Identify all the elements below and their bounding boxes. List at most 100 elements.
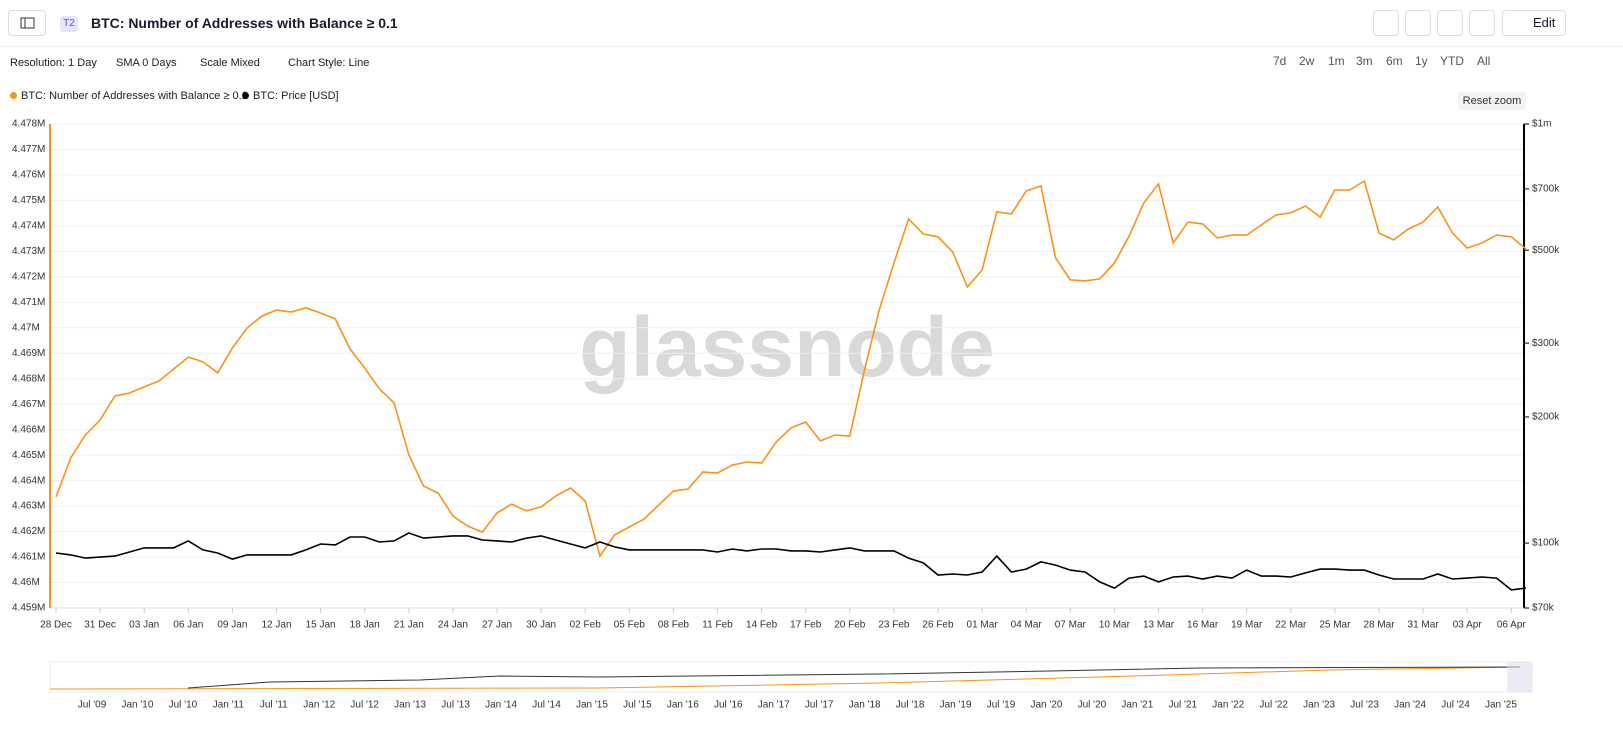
series-line — [55, 179, 1527, 558]
dropdown[interactable]: Chart Style: Line — [288, 57, 370, 69]
navigator-label: Jul '13 — [441, 700, 470, 711]
range-button[interactable]: 7d — [1273, 54, 1287, 68]
range-button[interactable]: 6m — [1386, 54, 1403, 68]
y2-tick-label: $200k — [1532, 412, 1560, 423]
y-tick-label: 4.465M — [12, 450, 45, 461]
x-tick-label: 26 Feb — [922, 620, 954, 631]
y2-tick-label: $70k — [1532, 603, 1555, 614]
y-tick-label: 4.466M — [12, 424, 45, 435]
navigator-label: Jul '10 — [169, 700, 198, 711]
share-button[interactable] — [1437, 10, 1463, 36]
y-tick-label: 4.459M — [12, 603, 45, 614]
y-tick-label: 4.462M — [12, 526, 45, 537]
navigator-label: Jan '19 — [940, 700, 972, 711]
navigator-label: Jan '21 — [1121, 700, 1153, 711]
y-tick-label: 4.468M — [12, 373, 45, 384]
divider — [0, 46, 1623, 47]
x-tick-label: 24 Jan — [438, 620, 468, 631]
dropdown[interactable]: Resolution: 1 Day — [10, 57, 97, 69]
navigator-label: Jul '21 — [1169, 700, 1198, 711]
navigator-label: Jan '17 — [758, 700, 790, 711]
x-tick-label: 10 Mar — [1099, 620, 1131, 631]
legend-dot — [10, 92, 17, 99]
navigator-label: Jul '17 — [805, 700, 834, 711]
range-button[interactable]: 2w — [1299, 54, 1315, 68]
navigator-handle[interactable] — [1507, 662, 1532, 692]
x-tick-label: 03 Apr — [1453, 620, 1483, 631]
x-tick-label: 09 Jan — [217, 620, 247, 631]
x-tick-label: 31 Dec — [84, 620, 116, 631]
x-tick-label: 05 Feb — [614, 620, 646, 631]
x-tick-label: 13 Mar — [1143, 620, 1175, 631]
y-tick-label: 4.475M — [12, 195, 45, 206]
x-tick-label: 03 Jan — [129, 620, 159, 631]
legend-item[interactable]: BTC: Price [USD] — [242, 90, 339, 102]
navigator-label: Jul '15 — [623, 700, 652, 711]
range-button[interactable]: YTD — [1440, 54, 1464, 68]
y-tick-label: 4.47M — [12, 322, 40, 333]
x-tick-label: 16 Mar — [1187, 620, 1219, 631]
range-button[interactable]: 1y — [1415, 54, 1428, 68]
range-button[interactable]: All — [1477, 54, 1491, 68]
navigator-label: Jan '11 — [213, 700, 245, 711]
x-tick-label: 12 Jan — [261, 620, 291, 631]
reset-zoom[interactable]: Reset zoom — [1458, 92, 1526, 110]
x-tick-label: 02 Feb — [570, 620, 602, 631]
series-line — [55, 532, 1527, 591]
x-tick-label: 08 Feb — [658, 620, 690, 631]
navigator-line — [187, 666, 1521, 689]
y-tick-label: 4.473M — [12, 246, 45, 257]
icon — [20, 17, 35, 29]
navigator-label: Jul '18 — [896, 700, 925, 711]
navigator-label: Jan '24 — [1394, 700, 1426, 711]
range-button[interactable]: 3m — [1356, 54, 1373, 68]
y-tick-label: 4.471M — [12, 297, 45, 308]
navigator-label: Jan '16 — [667, 700, 699, 711]
navigator-label: Jul '23 — [1350, 700, 1379, 711]
y2-tick-label: $1m — [1532, 119, 1551, 130]
navigator-label: Jan '18 — [849, 700, 881, 711]
edit-button[interactable]: Edit — [1502, 10, 1566, 36]
legend-label: BTC: Price [USD] — [253, 90, 339, 102]
x-tick-label: 06 Apr — [1497, 620, 1527, 631]
x-tick-label: 04 Mar — [1011, 620, 1043, 631]
y-tick-label: 4.472M — [12, 271, 45, 282]
y-tick-label: 4.478M — [12, 119, 45, 130]
y-tick-label: 4.46M — [12, 577, 40, 588]
y-tick-label: 4.463M — [12, 501, 45, 512]
navigator-label: Jul '16 — [714, 700, 743, 711]
sidebar-toggle[interactable] — [8, 10, 46, 36]
navigator-line — [49, 666, 1521, 690]
navigator-label: Jan '15 — [576, 700, 608, 711]
navigator-label: Jul '11 — [260, 700, 288, 711]
range-button[interactable]: 1m — [1328, 54, 1345, 68]
star-button[interactable] — [1373, 10, 1399, 36]
x-tick-label: 23 Feb — [878, 620, 910, 631]
x-tick-label: 07 Mar — [1055, 620, 1087, 631]
navigator-label: Jan '12 — [303, 700, 335, 711]
dropdown[interactable]: SMA 0 Days — [116, 57, 177, 69]
legend-item[interactable]: BTC: Number of Addresses with Balance ≥ … — [10, 90, 248, 102]
y-tick-label: 4.464M — [12, 475, 45, 486]
header: T2 BTC: Number of Addresses with Balance… — [0, 0, 1623, 46]
navigator-frame — [49, 661, 1533, 693]
navigator-label: Jul '14 — [532, 700, 561, 711]
navigator-label: Jul '20 — [1078, 700, 1107, 711]
copy-button[interactable] — [1469, 10, 1495, 36]
y-tick-label: 4.474M — [12, 221, 45, 232]
x-tick-label: 28 Mar — [1363, 620, 1395, 631]
y2-tick-label: $300k — [1532, 338, 1560, 349]
y-tick-label: 4.461M — [12, 552, 45, 563]
badge: T2 — [60, 16, 78, 32]
navigator-label: Jul '24 — [1441, 700, 1470, 711]
alert-button[interactable] — [1405, 10, 1431, 36]
navigator-label: Jan '25 — [1485, 700, 1517, 711]
dropdown[interactable]: Scale Mixed — [200, 57, 260, 69]
navigator-label: Jan '20 — [1030, 700, 1062, 711]
navigator-label: Jul '19 — [987, 700, 1016, 711]
x-tick-label: 20 Feb — [834, 620, 866, 631]
x-tick-label: 31 Mar — [1408, 620, 1440, 631]
legend-dot — [242, 92, 249, 99]
